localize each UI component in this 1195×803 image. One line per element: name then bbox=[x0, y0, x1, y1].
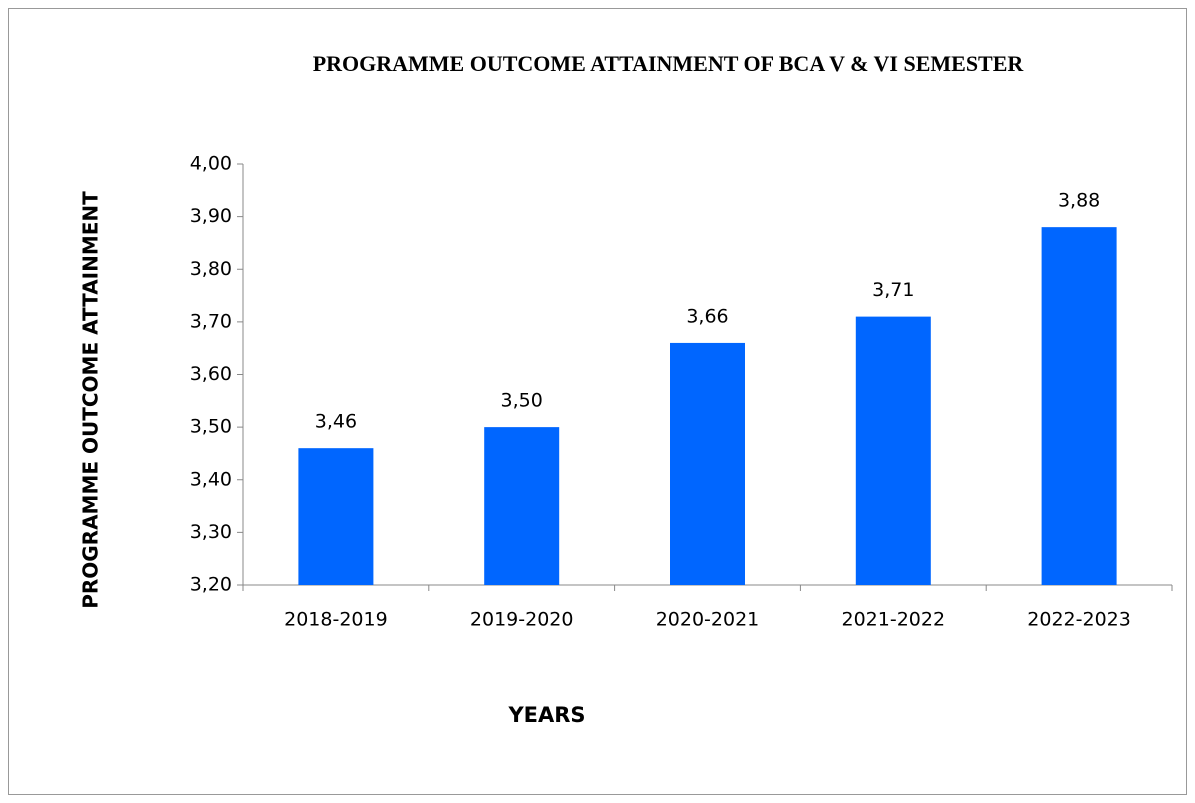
x-axis-label: YEARS bbox=[507, 703, 585, 727]
bar bbox=[298, 448, 374, 585]
y-tick-label: 4,00 bbox=[190, 153, 232, 175]
chart-frame bbox=[8, 8, 1187, 795]
y-tick-label: 3,60 bbox=[190, 363, 232, 385]
y-tick-label: 3,90 bbox=[190, 205, 232, 227]
bar bbox=[670, 342, 745, 585]
y-tick-label: 3,30 bbox=[190, 521, 232, 543]
chart-title: PROGRAMME OUTCOME ATTAINMENT OF BCA V & … bbox=[313, 51, 1025, 76]
data-label: 3,88 bbox=[1058, 190, 1100, 212]
data-label: 3,46 bbox=[315, 411, 357, 433]
x-tick-label: 2018-2019 bbox=[284, 609, 388, 631]
y-tick-label: 3,40 bbox=[190, 468, 232, 490]
data-label: 3,66 bbox=[686, 305, 728, 327]
y-tick-label: 3,50 bbox=[190, 416, 232, 438]
x-tick-label: 2019-2020 bbox=[470, 609, 574, 631]
bar bbox=[1041, 227, 1117, 585]
y-axis-label: PROGRAMME OUTCOME ATTAINMENT bbox=[79, 191, 103, 609]
data-label: 3,71 bbox=[872, 279, 914, 301]
y-tick-label: 3,80 bbox=[190, 258, 232, 280]
bar bbox=[484, 427, 560, 585]
y-tick-label: 3,20 bbox=[190, 574, 232, 596]
y-tick-label: 3,70 bbox=[190, 310, 232, 332]
bar bbox=[855, 316, 931, 585]
data-label: 3,50 bbox=[501, 390, 543, 412]
x-tick-label: 2021-2022 bbox=[842, 609, 946, 631]
x-tick-label: 2022-2023 bbox=[1027, 609, 1131, 631]
x-tick-label: 2020-2021 bbox=[656, 609, 760, 631]
